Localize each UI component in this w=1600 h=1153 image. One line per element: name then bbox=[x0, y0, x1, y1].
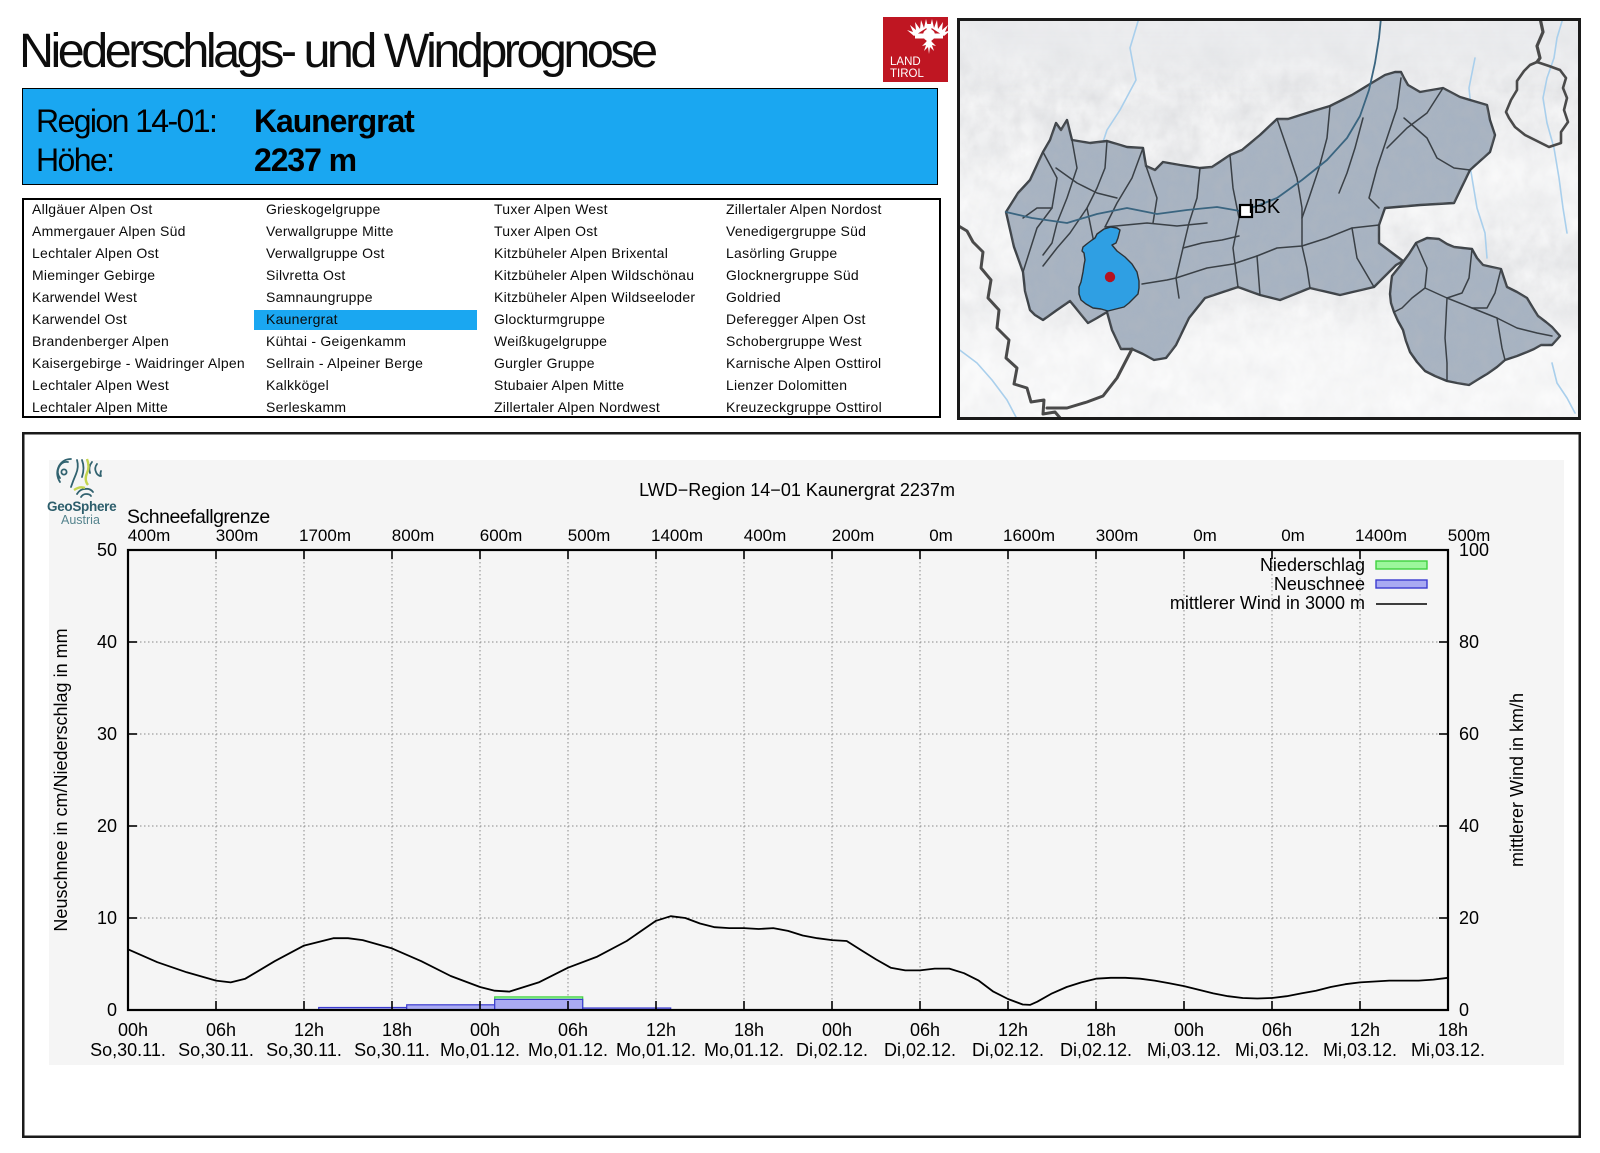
svg-text:600m: 600m bbox=[480, 526, 523, 545]
svg-text:Mo,01.12.: Mo,01.12. bbox=[528, 1040, 608, 1060]
svg-text:LWD−Region 14−01 Kaunergrat 22: LWD−Region 14−01 Kaunergrat 2237m bbox=[639, 480, 955, 500]
svg-text:500m: 500m bbox=[568, 526, 611, 545]
svg-text:60: 60 bbox=[1459, 724, 1479, 744]
svg-text:Neuschnee in cm/Niederschlag i: Neuschnee in cm/Niederschlag in mm bbox=[51, 628, 71, 931]
svg-text:1400m: 1400m bbox=[651, 526, 703, 545]
svg-text:06h: 06h bbox=[206, 1020, 236, 1040]
svg-text:So,30.11.: So,30.11. bbox=[266, 1040, 342, 1060]
svg-text:GeoSphere: GeoSphere bbox=[47, 499, 117, 514]
svg-text:18h: 18h bbox=[1438, 1020, 1468, 1040]
svg-text:18h: 18h bbox=[382, 1020, 412, 1040]
svg-text:IBK: IBK bbox=[1248, 196, 1281, 218]
svg-text:80: 80 bbox=[1459, 632, 1479, 652]
svg-text:Mi,03.12.: Mi,03.12. bbox=[1411, 1040, 1485, 1060]
svg-text:400m: 400m bbox=[128, 526, 171, 545]
svg-text:20: 20 bbox=[97, 816, 117, 836]
svg-text:30: 30 bbox=[97, 724, 117, 744]
svg-text:00h: 00h bbox=[1174, 1020, 1204, 1040]
svg-text:TIROL: TIROL bbox=[890, 68, 924, 80]
svg-text:50: 50 bbox=[97, 540, 117, 560]
svg-text:40: 40 bbox=[97, 632, 117, 652]
svg-text:0m: 0m bbox=[1281, 526, 1305, 545]
svg-text:00h: 00h bbox=[118, 1020, 148, 1040]
svg-text:200m: 200m bbox=[832, 526, 875, 545]
svg-text:800m: 800m bbox=[392, 526, 435, 545]
svg-text:Neuschnee: Neuschnee bbox=[1274, 574, 1365, 594]
svg-text:00h: 00h bbox=[822, 1020, 852, 1040]
svg-text:Mo,01.12.: Mo,01.12. bbox=[704, 1040, 784, 1060]
svg-text:12h: 12h bbox=[646, 1020, 676, 1040]
svg-text:0m: 0m bbox=[929, 526, 953, 545]
svg-text:Di,02.12.: Di,02.12. bbox=[796, 1040, 868, 1060]
svg-text:LAND: LAND bbox=[890, 56, 921, 68]
svg-text:mittlerer Wind in 3000 m: mittlerer Wind in 3000 m bbox=[1170, 593, 1365, 613]
svg-text:12h: 12h bbox=[998, 1020, 1028, 1040]
svg-text:1700m: 1700m bbox=[299, 526, 351, 545]
svg-text:400m: 400m bbox=[744, 526, 787, 545]
svg-text:0: 0 bbox=[1459, 1000, 1469, 1020]
svg-text:So,30.11.: So,30.11. bbox=[90, 1040, 166, 1060]
svg-text:1600m: 1600m bbox=[1003, 526, 1055, 545]
svg-text:Di,02.12.: Di,02.12. bbox=[1060, 1040, 1132, 1060]
svg-text:Mi,03.12.: Mi,03.12. bbox=[1235, 1040, 1309, 1060]
svg-text:0m: 0m bbox=[1193, 526, 1217, 545]
svg-text:300m: 300m bbox=[1096, 526, 1139, 545]
svg-text:Di,02.12.: Di,02.12. bbox=[884, 1040, 956, 1060]
svg-text:Mi,03.12.: Mi,03.12. bbox=[1147, 1040, 1221, 1060]
svg-text:18h: 18h bbox=[1086, 1020, 1116, 1040]
svg-text:300m: 300m bbox=[216, 526, 259, 545]
svg-text:10: 10 bbox=[97, 908, 117, 928]
svg-text:Di,02.12.: Di,02.12. bbox=[972, 1040, 1044, 1060]
svg-text:20: 20 bbox=[1459, 908, 1479, 928]
svg-text:So,30.11.: So,30.11. bbox=[354, 1040, 430, 1060]
svg-text:1400m: 1400m bbox=[1355, 526, 1407, 545]
svg-text:40: 40 bbox=[1459, 816, 1479, 836]
svg-text:Mo,01.12.: Mo,01.12. bbox=[616, 1040, 696, 1060]
svg-text:00h: 00h bbox=[470, 1020, 500, 1040]
svg-text:Mo,01.12.: Mo,01.12. bbox=[440, 1040, 520, 1060]
svg-text:Niederschlag: Niederschlag bbox=[1260, 555, 1365, 575]
svg-text:500m: 500m bbox=[1448, 526, 1491, 545]
svg-text:100: 100 bbox=[1459, 540, 1489, 560]
svg-text:0: 0 bbox=[107, 1000, 117, 1020]
svg-text:Mi,03.12.: Mi,03.12. bbox=[1323, 1040, 1397, 1060]
svg-text:06h: 06h bbox=[558, 1020, 588, 1040]
svg-text:18h: 18h bbox=[734, 1020, 764, 1040]
svg-text:06h: 06h bbox=[910, 1020, 940, 1040]
svg-text:Schneefallgrenze: Schneefallgrenze bbox=[127, 506, 270, 528]
svg-text:06h: 06h bbox=[1262, 1020, 1292, 1040]
svg-text:So,30.11.: So,30.11. bbox=[178, 1040, 254, 1060]
svg-text:12h: 12h bbox=[294, 1020, 324, 1040]
svg-text:12h: 12h bbox=[1350, 1020, 1380, 1040]
svg-text:mittlerer Wind in km/h: mittlerer Wind in km/h bbox=[1507, 693, 1527, 867]
svg-text:Austria: Austria bbox=[61, 513, 100, 527]
